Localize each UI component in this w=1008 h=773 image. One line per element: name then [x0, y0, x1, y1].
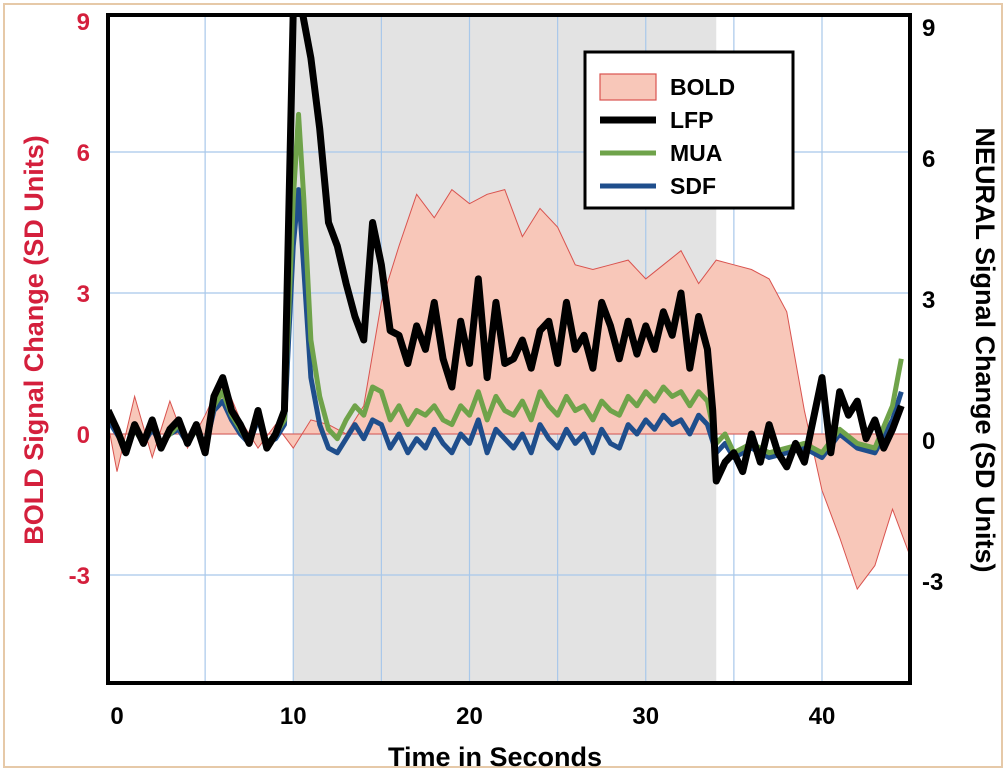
x-tick-label: 0 — [110, 703, 123, 730]
x-axis-label: Time in Seconds — [388, 742, 602, 772]
legend: BOLD LFP MUA SDF — [583, 50, 795, 210]
left-y-tick-label: 0 — [77, 422, 90, 449]
right-axis-label: NEURAL Signal Change (SD Units) — [970, 127, 1000, 572]
right-y-tick-label: 3 — [922, 287, 935, 314]
tick-labels: 0 10 20 30 40 -3 -3 0 0 3 3 6 6 9 9 — [69, 9, 944, 730]
figure-frame — [3, 3, 1003, 768]
left-y-tick-label: -3 — [69, 563, 90, 590]
right-y-tick-label: -3 — [922, 569, 943, 596]
x-tick-label: 20 — [456, 703, 483, 730]
legend-label-bold: BOLD — [670, 74, 735, 100]
right-y-tick-label: 9 — [922, 15, 935, 42]
x-tick-label: 40 — [809, 703, 836, 730]
series-lfp-line — [108, 15, 905, 485]
x-tick-label: 30 — [632, 703, 659, 730]
legend-label-sdf: SDF — [670, 173, 716, 199]
left-y-tick-label: 9 — [77, 9, 90, 36]
legend-items: BOLD LFP MUA SDF — [599, 73, 735, 199]
left-y-tick-label: 6 — [77, 140, 90, 167]
right-y-tick-label: 0 — [922, 428, 935, 455]
series-layer — [108, 15, 910, 591]
plot-border — [106, 13, 912, 685]
legend-label-lfp: LFP — [670, 107, 713, 133]
legend-label-mua: MUA — [670, 140, 722, 166]
x-tick-label: 10 — [280, 703, 307, 730]
left-axis-label: BOLD Signal Change (SD Units) — [19, 135, 49, 545]
legend-swatch-bold — [599, 73, 657, 101]
left-y-tick-label: 3 — [77, 281, 90, 308]
right-y-tick-label: 6 — [922, 146, 935, 173]
plot-content — [108, 15, 910, 591]
